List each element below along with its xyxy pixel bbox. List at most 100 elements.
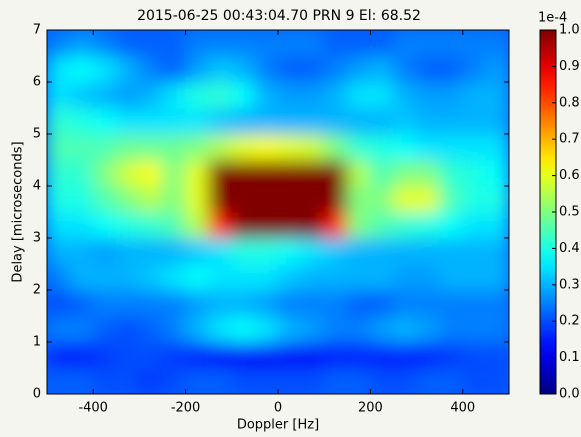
heatmap-cell (69, 341, 94, 369)
y-tick-label: 0 (33, 387, 41, 402)
heatmap-cell (300, 263, 325, 291)
heatmap-cell (439, 289, 464, 317)
heatmap-cell (47, 263, 71, 291)
heatmap-cell (485, 289, 509, 317)
x-tick-label: 400 (450, 401, 475, 416)
heatmap-cell (393, 81, 418, 109)
heatmap-cell (185, 185, 210, 213)
heatmap-cell (69, 211, 94, 239)
heatmap-cell (416, 367, 441, 394)
heatmap-cell (162, 107, 187, 135)
heatmap-cell (254, 133, 279, 161)
colorbar-tick-label: 0.9 (559, 59, 580, 74)
heatmap-cell (346, 341, 371, 369)
heatmap-cell (323, 107, 348, 135)
heatmap-cell (416, 107, 441, 135)
heatmap-cell (185, 81, 210, 109)
heatmap-cell (254, 341, 279, 369)
heatmap-cell (231, 315, 256, 343)
heatmap-cell (323, 55, 348, 83)
heatmap-cell (231, 81, 256, 109)
heatmap-cell (485, 107, 509, 135)
heatmap-cell (300, 185, 325, 213)
heatmap-cell (300, 289, 325, 317)
heatmap-cell (47, 30, 71, 57)
heatmap-cell (346, 159, 371, 187)
heatmap-cell (92, 185, 117, 213)
heatmap-cell (346, 107, 371, 135)
heatmap-cell (346, 81, 371, 109)
heatmap-cell (92, 315, 117, 343)
heatmap-cell (323, 341, 348, 369)
heatmap-cell (138, 55, 163, 83)
heatmap-cell (416, 81, 441, 109)
x-tick-label: 0 (274, 401, 282, 416)
heatmap-cell (485, 55, 509, 83)
heatmap-cell (92, 211, 117, 239)
heatmap-cell (369, 81, 394, 109)
heatmap-cell (439, 55, 464, 83)
heatmap-cell (277, 55, 302, 83)
heatmap-cell (323, 159, 348, 187)
heatmap-cell (208, 211, 233, 239)
heatmap-cell (69, 107, 94, 135)
heatmap-cell (323, 367, 348, 394)
heatmap-cell (162, 263, 187, 291)
colorbar-offset: 1e-4 (538, 11, 567, 26)
heatmap-cell (138, 367, 163, 394)
heatmap-cell (115, 55, 140, 83)
heatmap-cell (47, 237, 71, 265)
heatmap-cell (138, 263, 163, 291)
heatmap-cell (462, 341, 487, 369)
heatmap-cell (231, 159, 256, 187)
heatmap-cell (462, 367, 487, 394)
heatmap-cell (393, 30, 418, 57)
x-tick-label: -400 (78, 401, 108, 416)
x-tick-label: -200 (171, 401, 201, 416)
heatmap-cell (393, 133, 418, 161)
heatmap-cell (254, 237, 279, 265)
heatmap-cell (208, 81, 233, 109)
heatmap-cell (393, 263, 418, 291)
y-tick-label: 3 (33, 231, 41, 246)
heatmap-cell (277, 367, 302, 394)
heatmap-cell (300, 55, 325, 83)
heatmap-cell (416, 159, 441, 187)
heatmap-cell (138, 133, 163, 161)
heatmap-cell (208, 341, 233, 369)
heatmap-cell (162, 237, 187, 265)
heatmap-cell (346, 55, 371, 83)
heatmap-cell (300, 211, 325, 239)
heatmap-cell (416, 211, 441, 239)
heatmap-cell (485, 185, 509, 213)
heatmap-cell (185, 341, 210, 369)
heatmap-cell (115, 367, 140, 394)
heatmap-cell (138, 211, 163, 239)
heatmap-cell (185, 30, 210, 57)
heatmap-cell (462, 159, 487, 187)
heatmap-cell (92, 341, 117, 369)
heatmap-cell (416, 289, 441, 317)
heatmap-cell (47, 133, 71, 161)
heatmap-cell (231, 289, 256, 317)
heatmap-cell (115, 81, 140, 109)
heatmap-cell (47, 289, 71, 317)
heatmap-cell (462, 315, 487, 343)
heatmap-cell (277, 107, 302, 135)
heatmap-cell (346, 30, 371, 57)
heatmap-cell (231, 55, 256, 83)
heatmap-cell (162, 159, 187, 187)
heatmap-cell (462, 133, 487, 161)
heatmap-cell (300, 30, 325, 57)
heatmap-cell (369, 211, 394, 239)
heatmap-cell (439, 211, 464, 239)
heatmap-cell (231, 185, 256, 213)
heatmap-cell (47, 211, 71, 239)
heatmap-cell (323, 289, 348, 317)
heatmap-cell (185, 133, 210, 161)
heatmap-cell (92, 133, 117, 161)
colorbar-tick-label: 0.6 (559, 168, 580, 183)
heatmap-cell (92, 263, 117, 291)
heatmap-cell (69, 159, 94, 187)
